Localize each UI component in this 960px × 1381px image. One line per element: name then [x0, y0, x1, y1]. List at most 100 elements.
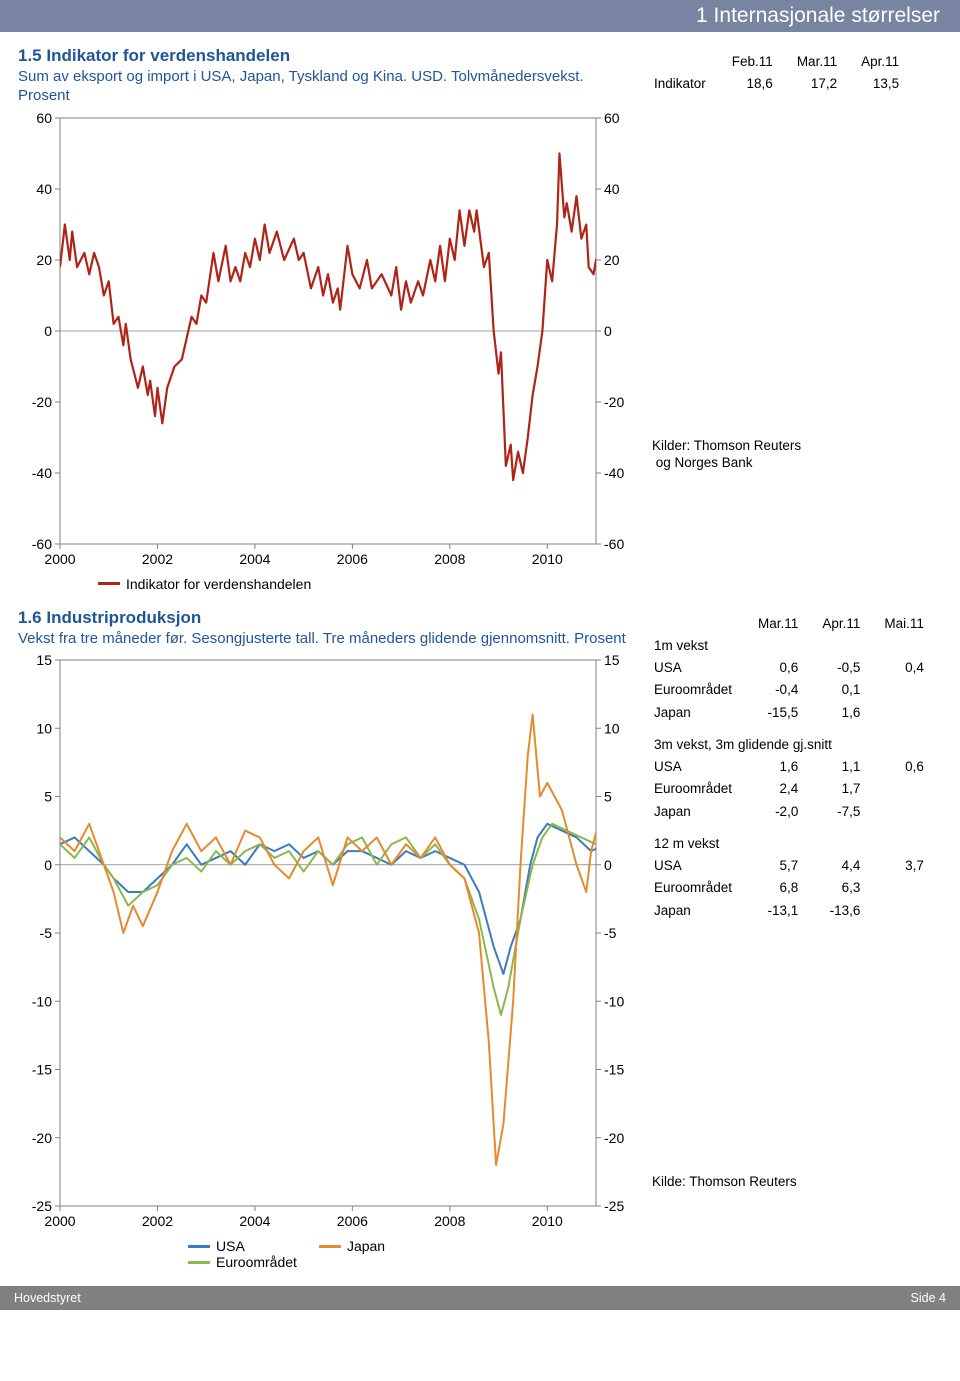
svg-text:2008: 2008 — [434, 1213, 465, 1229]
cell — [868, 802, 930, 822]
svg-text:2000: 2000 — [44, 551, 75, 567]
chart2-svg: -25-25-20-20-15-15-10-10-5-5005510101515… — [18, 652, 638, 1232]
col-header: Apr.11 — [845, 52, 905, 72]
col-header: Mai.11 — [868, 614, 930, 634]
row-label: Japan — [654, 901, 740, 921]
svg-text:2010: 2010 — [532, 1213, 563, 1229]
row-label: USA — [654, 757, 740, 777]
col-header: Feb.11 — [716, 52, 779, 72]
svg-text:0: 0 — [44, 857, 52, 873]
cell: -2,0 — [742, 802, 804, 822]
legend-label: Euroområdet — [216, 1254, 297, 1270]
legend-label: Japan — [347, 1238, 385, 1254]
row-label: Japan — [654, 802, 740, 822]
svg-text:-5: -5 — [40, 925, 53, 941]
svg-text:10: 10 — [604, 721, 620, 737]
svg-text:2002: 2002 — [142, 1213, 173, 1229]
svg-text:60: 60 — [36, 110, 52, 126]
cell: 1,6 — [806, 703, 866, 723]
cell: -7,5 — [806, 802, 866, 822]
group-label: 3m vekst, 3m glidende gj.snitt — [654, 725, 930, 755]
block-chart-1: 1.5 Indikator for verdenshandelen Sum av… — [18, 46, 942, 598]
row-label: Euroområdet — [654, 680, 740, 700]
cell: 3,7 — [868, 856, 930, 876]
cell: -15,5 — [742, 703, 804, 723]
cell: -0,5 — [806, 658, 866, 678]
footer-left: Hovedstyret — [14, 1291, 81, 1305]
cell: 18,6 — [716, 74, 779, 94]
svg-text:2006: 2006 — [337, 551, 368, 567]
svg-text:0: 0 — [604, 323, 612, 339]
cell — [868, 703, 930, 723]
legend-swatch — [319, 1245, 341, 1248]
cell — [868, 680, 930, 700]
svg-text:15: 15 — [604, 652, 620, 668]
svg-text:-20: -20 — [604, 1130, 624, 1146]
chart2-legend: USAEuroområdet Japan — [18, 1232, 638, 1276]
cell: 6,3 — [806, 878, 866, 898]
cell: 0,6 — [742, 658, 804, 678]
svg-text:60: 60 — [604, 110, 620, 126]
cell: 6,8 — [742, 878, 804, 898]
cell: 1,6 — [742, 757, 804, 777]
svg-text:0: 0 — [604, 857, 612, 873]
block-chart-2: 1.6 Industriproduksjon Vekst fra tre mån… — [18, 608, 942, 1277]
cell: 0,6 — [868, 757, 930, 777]
legend-item: Japan — [319, 1238, 385, 1254]
svg-text:-15: -15 — [32, 1062, 52, 1078]
svg-text:2008: 2008 — [434, 551, 465, 567]
page-footer: Hovedstyret Side 4 — [0, 1286, 960, 1310]
cell: 1,7 — [806, 779, 866, 799]
cell — [868, 901, 930, 921]
row-label: Indikator — [654, 74, 714, 94]
cell: 4,4 — [806, 856, 866, 876]
svg-text:20: 20 — [604, 252, 620, 268]
svg-text:15: 15 — [36, 652, 52, 668]
svg-text:-60: -60 — [32, 536, 52, 552]
cell: 17,2 — [781, 74, 843, 94]
cell — [868, 878, 930, 898]
svg-text:-5: -5 — [604, 925, 617, 941]
row-label: USA — [654, 658, 740, 678]
svg-text:-20: -20 — [604, 394, 624, 410]
svg-text:2004: 2004 — [239, 1213, 270, 1229]
svg-text:-20: -20 — [32, 394, 52, 410]
row-label: Euroområdet — [654, 779, 740, 799]
svg-text:-25: -25 — [32, 1198, 52, 1214]
row-label: Euroområdet — [654, 878, 740, 898]
group-label: 12 m vekst — [654, 824, 930, 854]
legend-item: USA — [188, 1238, 297, 1254]
legend-label: USA — [216, 1238, 245, 1254]
svg-text:20: 20 — [36, 252, 52, 268]
footer-right: Side 4 — [911, 1291, 946, 1305]
legend-item: Euroområdet — [188, 1254, 297, 1270]
svg-text:2004: 2004 — [239, 551, 270, 567]
legend-swatch — [188, 1245, 210, 1248]
legend-swatch — [98, 582, 120, 585]
svg-text:-20: -20 — [32, 1130, 52, 1146]
group-label: 1m vekst — [654, 636, 930, 656]
source-label: Kilde: Thomson Reuters — [652, 1173, 942, 1191]
source-label: Kilder: Thomson Reuters og Norges Bank — [652, 437, 942, 472]
svg-text:2000: 2000 — [44, 1213, 75, 1229]
svg-text:-10: -10 — [32, 994, 52, 1010]
page-header-bar: 1 Internasjonale størrelser — [0, 0, 960, 32]
svg-text:2010: 2010 — [532, 551, 563, 567]
svg-text:-40: -40 — [604, 465, 624, 481]
col-header: Mar.11 — [781, 52, 843, 72]
chart2-side: Mar.11Apr.11Mai.111m vekstUSA0,6-0,50,4E… — [652, 608, 942, 1277]
svg-text:-15: -15 — [604, 1062, 624, 1078]
chart1-subtitle: Sum av eksport og import i USA, Japan, T… — [18, 68, 638, 106]
cell: 2,4 — [742, 779, 804, 799]
cell: 13,5 — [845, 74, 905, 94]
cell: 0,1 — [806, 680, 866, 700]
svg-text:0: 0 — [44, 323, 52, 339]
cell: 5,7 — [742, 856, 804, 876]
svg-text:10: 10 — [36, 721, 52, 737]
svg-text:-10: -10 — [604, 994, 624, 1010]
svg-text:-40: -40 — [32, 465, 52, 481]
svg-text:5: 5 — [604, 789, 612, 805]
svg-text:5: 5 — [44, 789, 52, 805]
col-header: Apr.11 — [806, 614, 866, 634]
cell — [868, 779, 930, 799]
